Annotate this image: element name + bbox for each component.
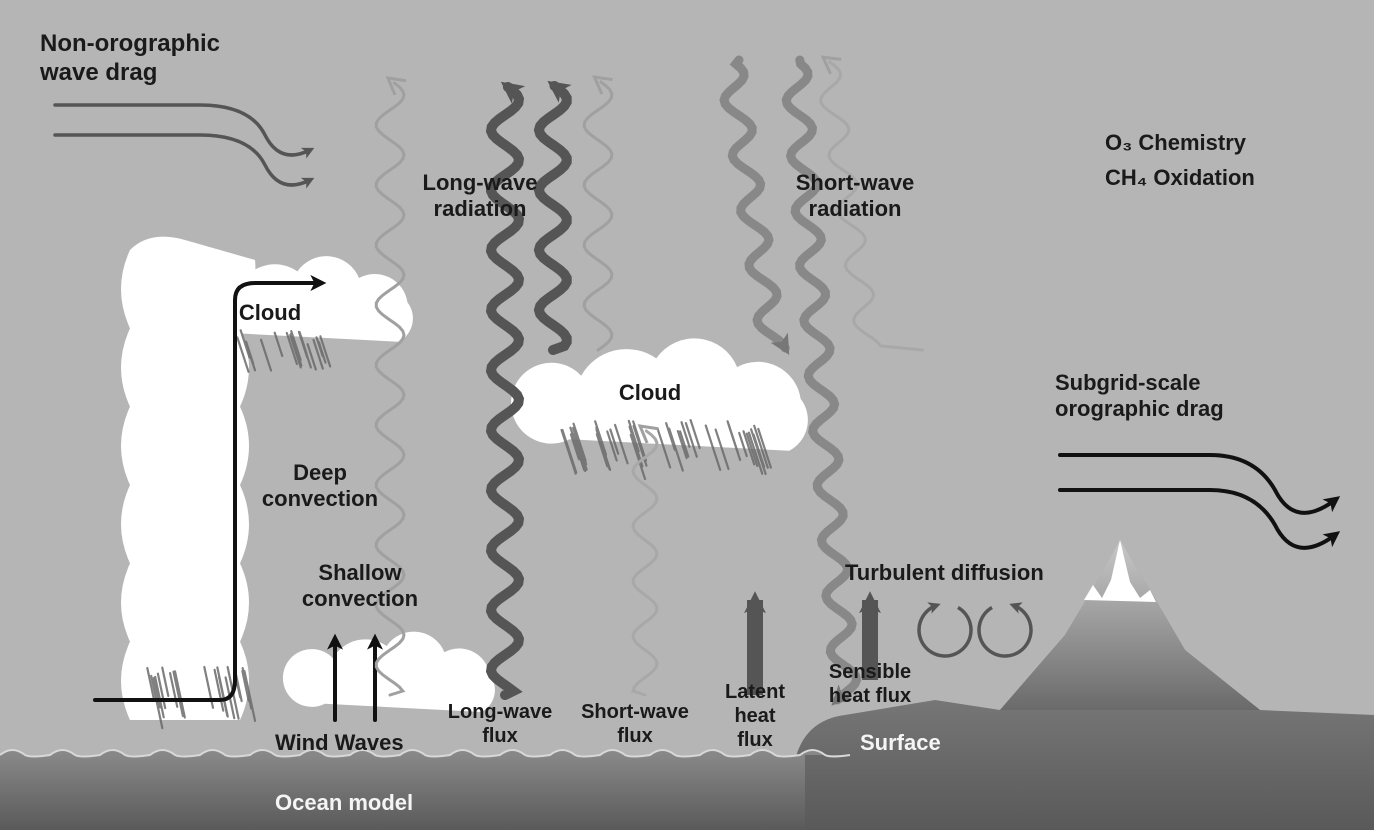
label-shortwave-radiation: Short-wave radiation <box>796 170 915 223</box>
label-surface: Surface <box>860 730 941 756</box>
label-latent-heat-flux: Latent heat flux <box>725 680 785 752</box>
label-cloud-top: Cloud <box>239 300 301 326</box>
label-ocean-model: Ocean model <box>275 790 413 816</box>
label-deep-convection: Deep convection <box>262 460 378 513</box>
label-subgrid-orographic: Subgrid-scale orographic drag <box>1055 370 1224 423</box>
label-o3-chemistry: O₃ Chemistry <box>1105 130 1246 156</box>
label-sensible-heat-flux: Sensible heat flux <box>829 660 911 708</box>
label-ch4-oxidation: CH₄ Oxidation <box>1105 165 1255 191</box>
label-longwave-flux: Long-wave flux <box>448 700 552 748</box>
label-shortwave-flux: Short-wave flux <box>581 700 689 748</box>
label-longwave-radiation: Long-wave radiation <box>423 170 538 223</box>
label-cloud-mid: Cloud <box>619 380 681 406</box>
label-shallow-convection: Shallow convection <box>302 560 418 613</box>
label-non-orographic: Non-orographic wave drag <box>40 30 220 88</box>
label-wind-waves: Wind Waves <box>275 730 404 756</box>
label-turbulent-diffusion: Turbulent diffusion <box>845 560 1044 586</box>
